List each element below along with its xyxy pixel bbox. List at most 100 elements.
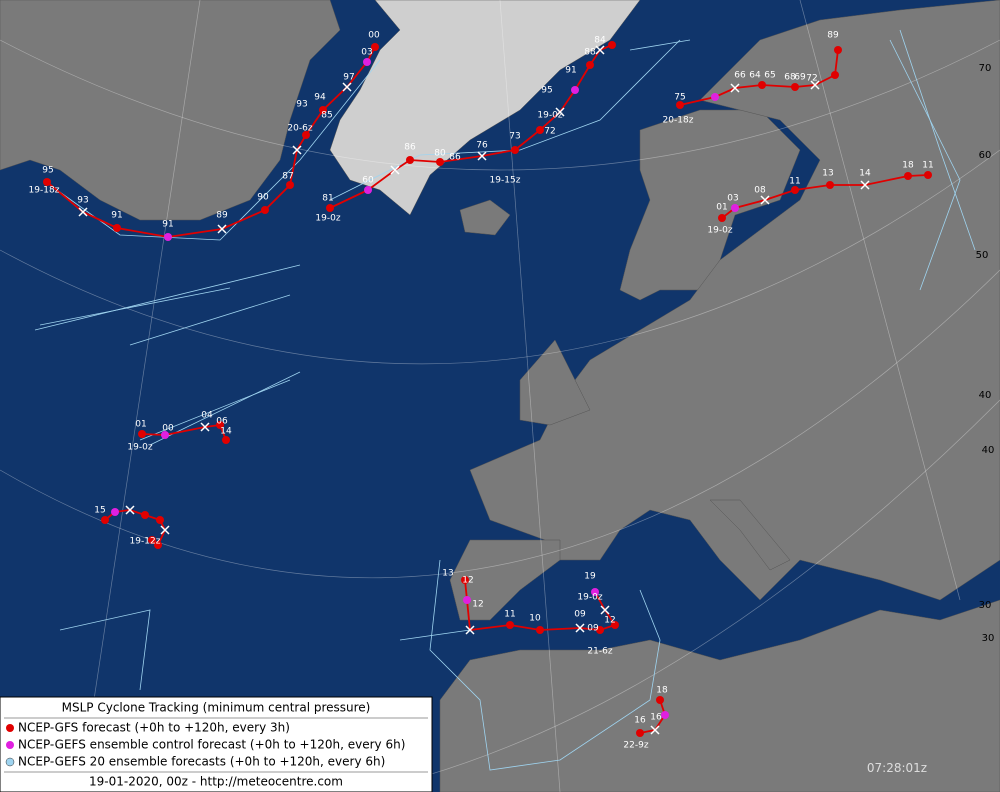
- track-label: 16: [634, 716, 646, 726]
- track-point: [406, 156, 414, 164]
- track-label: 19-0z: [315, 214, 340, 224]
- track-label: 06: [216, 417, 228, 427]
- track-label: 95: [541, 86, 552, 96]
- track-cross: [600, 605, 610, 615]
- eurasia: [469, 0, 1000, 601]
- track-point: [904, 172, 912, 180]
- track-label: 69: [794, 73, 806, 83]
- track-label: 15: [94, 506, 105, 516]
- ensemble-track: [429, 559, 661, 771]
- track-label: 01: [135, 420, 146, 430]
- iceland: [459, 199, 511, 236]
- track-label: 94: [314, 93, 326, 103]
- graticule-line: [0, 149, 1000, 365]
- track-point: [138, 430, 146, 438]
- track-label: 14: [220, 427, 232, 437]
- track-label: 12: [472, 600, 483, 610]
- ensemble-track: [139, 379, 291, 441]
- track-point: [596, 626, 604, 634]
- track-cross: [555, 107, 565, 117]
- track-point: [718, 214, 726, 222]
- graticule-line: [499, 0, 561, 792]
- track-point: [924, 171, 932, 179]
- track-label: 00: [162, 424, 174, 434]
- track-label: 18: [902, 161, 914, 171]
- track-cross: [860, 180, 870, 190]
- track-label: 95: [42, 166, 53, 176]
- britain: [519, 339, 591, 426]
- track-label: 66: [734, 71, 746, 81]
- track-point: [113, 224, 121, 232]
- track-label: 18: [656, 686, 668, 696]
- legend: MSLP Cyclone Tracking (minimum central p…: [0, 696, 433, 792]
- track-cross: [760, 195, 770, 205]
- track-cross: [200, 422, 210, 432]
- graticule-label: 60: [979, 150, 992, 161]
- track-point: [463, 596, 471, 604]
- legend-box: [0, 696, 433, 792]
- track-point: [758, 81, 766, 89]
- track-label: 21-6z: [587, 647, 612, 657]
- track-label: 13: [442, 569, 453, 579]
- track-cross: [650, 725, 660, 735]
- track-label: 91: [111, 211, 122, 221]
- track-label: 87: [282, 172, 293, 182]
- track-label: 97: [343, 73, 354, 83]
- track-cross: [217, 224, 227, 234]
- iberia: [449, 539, 561, 621]
- track-point: [161, 431, 169, 439]
- track-cross: [810, 80, 820, 90]
- track-point: [636, 729, 644, 737]
- graticule-labels: 70 60 50 40 40 30 30: [976, 63, 995, 644]
- track-point: [156, 516, 164, 524]
- track-cross: [575, 623, 585, 633]
- track-label: 91: [162, 220, 173, 230]
- ensemble-track: [329, 39, 681, 201]
- track-label: 19-0z: [537, 111, 562, 121]
- track-label: 19-18z: [29, 186, 60, 196]
- track-point: [791, 83, 799, 91]
- track-label: 12: [462, 576, 473, 586]
- track-label: 11: [504, 610, 515, 620]
- north-america: [0, 0, 341, 221]
- track-label: 14: [859, 169, 871, 179]
- track-label: 12: [604, 616, 615, 626]
- track-point: [611, 621, 619, 629]
- legend-item: NCEP-GEFS ensemble control forecast (+0h…: [18, 738, 405, 752]
- graticule-line: [0, 39, 1000, 171]
- track-cross: [160, 525, 170, 535]
- track-label: 93: [77, 196, 88, 206]
- legend-title: MSLP Cyclone Tracking (minimum central p…: [62, 701, 371, 715]
- track-label: 04: [201, 411, 213, 421]
- track-label: 03: [727, 194, 738, 204]
- ensemble-track: [34, 264, 301, 331]
- track-point: [791, 186, 799, 194]
- gfs-track: [464, 579, 617, 632]
- track-label: 65: [764, 71, 775, 81]
- ensemble-track: [39, 287, 231, 326]
- track-label: 10: [529, 614, 541, 624]
- track-cross: [595, 45, 605, 55]
- track-point: [286, 181, 294, 189]
- track-label: 75: [674, 93, 685, 103]
- track-label: 03: [361, 48, 372, 58]
- track-point: [261, 206, 269, 214]
- track-label: 80: [434, 149, 446, 159]
- track-point: [222, 436, 230, 444]
- track-point: [656, 696, 664, 704]
- track-point: [536, 126, 544, 134]
- track-point: [461, 576, 469, 584]
- track-label: 19-0z: [707, 226, 732, 236]
- track-label: 20-18z: [663, 116, 694, 126]
- legend-item: NCEP-GEFS 20 ensemble forecasts (+0h to …: [18, 755, 385, 769]
- track-point: [111, 508, 119, 516]
- track-label: 72: [544, 127, 555, 137]
- graticule-label: 70: [979, 63, 992, 74]
- track-label: 19-0z: [127, 443, 152, 453]
- track-cross: [125, 505, 135, 515]
- legend-marker: [5, 757, 15, 767]
- ensemble-track: [629, 39, 691, 51]
- graticule-label: 30: [979, 600, 992, 611]
- track-label: 64: [749, 71, 761, 81]
- timestamp: 07:28:01z: [867, 761, 927, 775]
